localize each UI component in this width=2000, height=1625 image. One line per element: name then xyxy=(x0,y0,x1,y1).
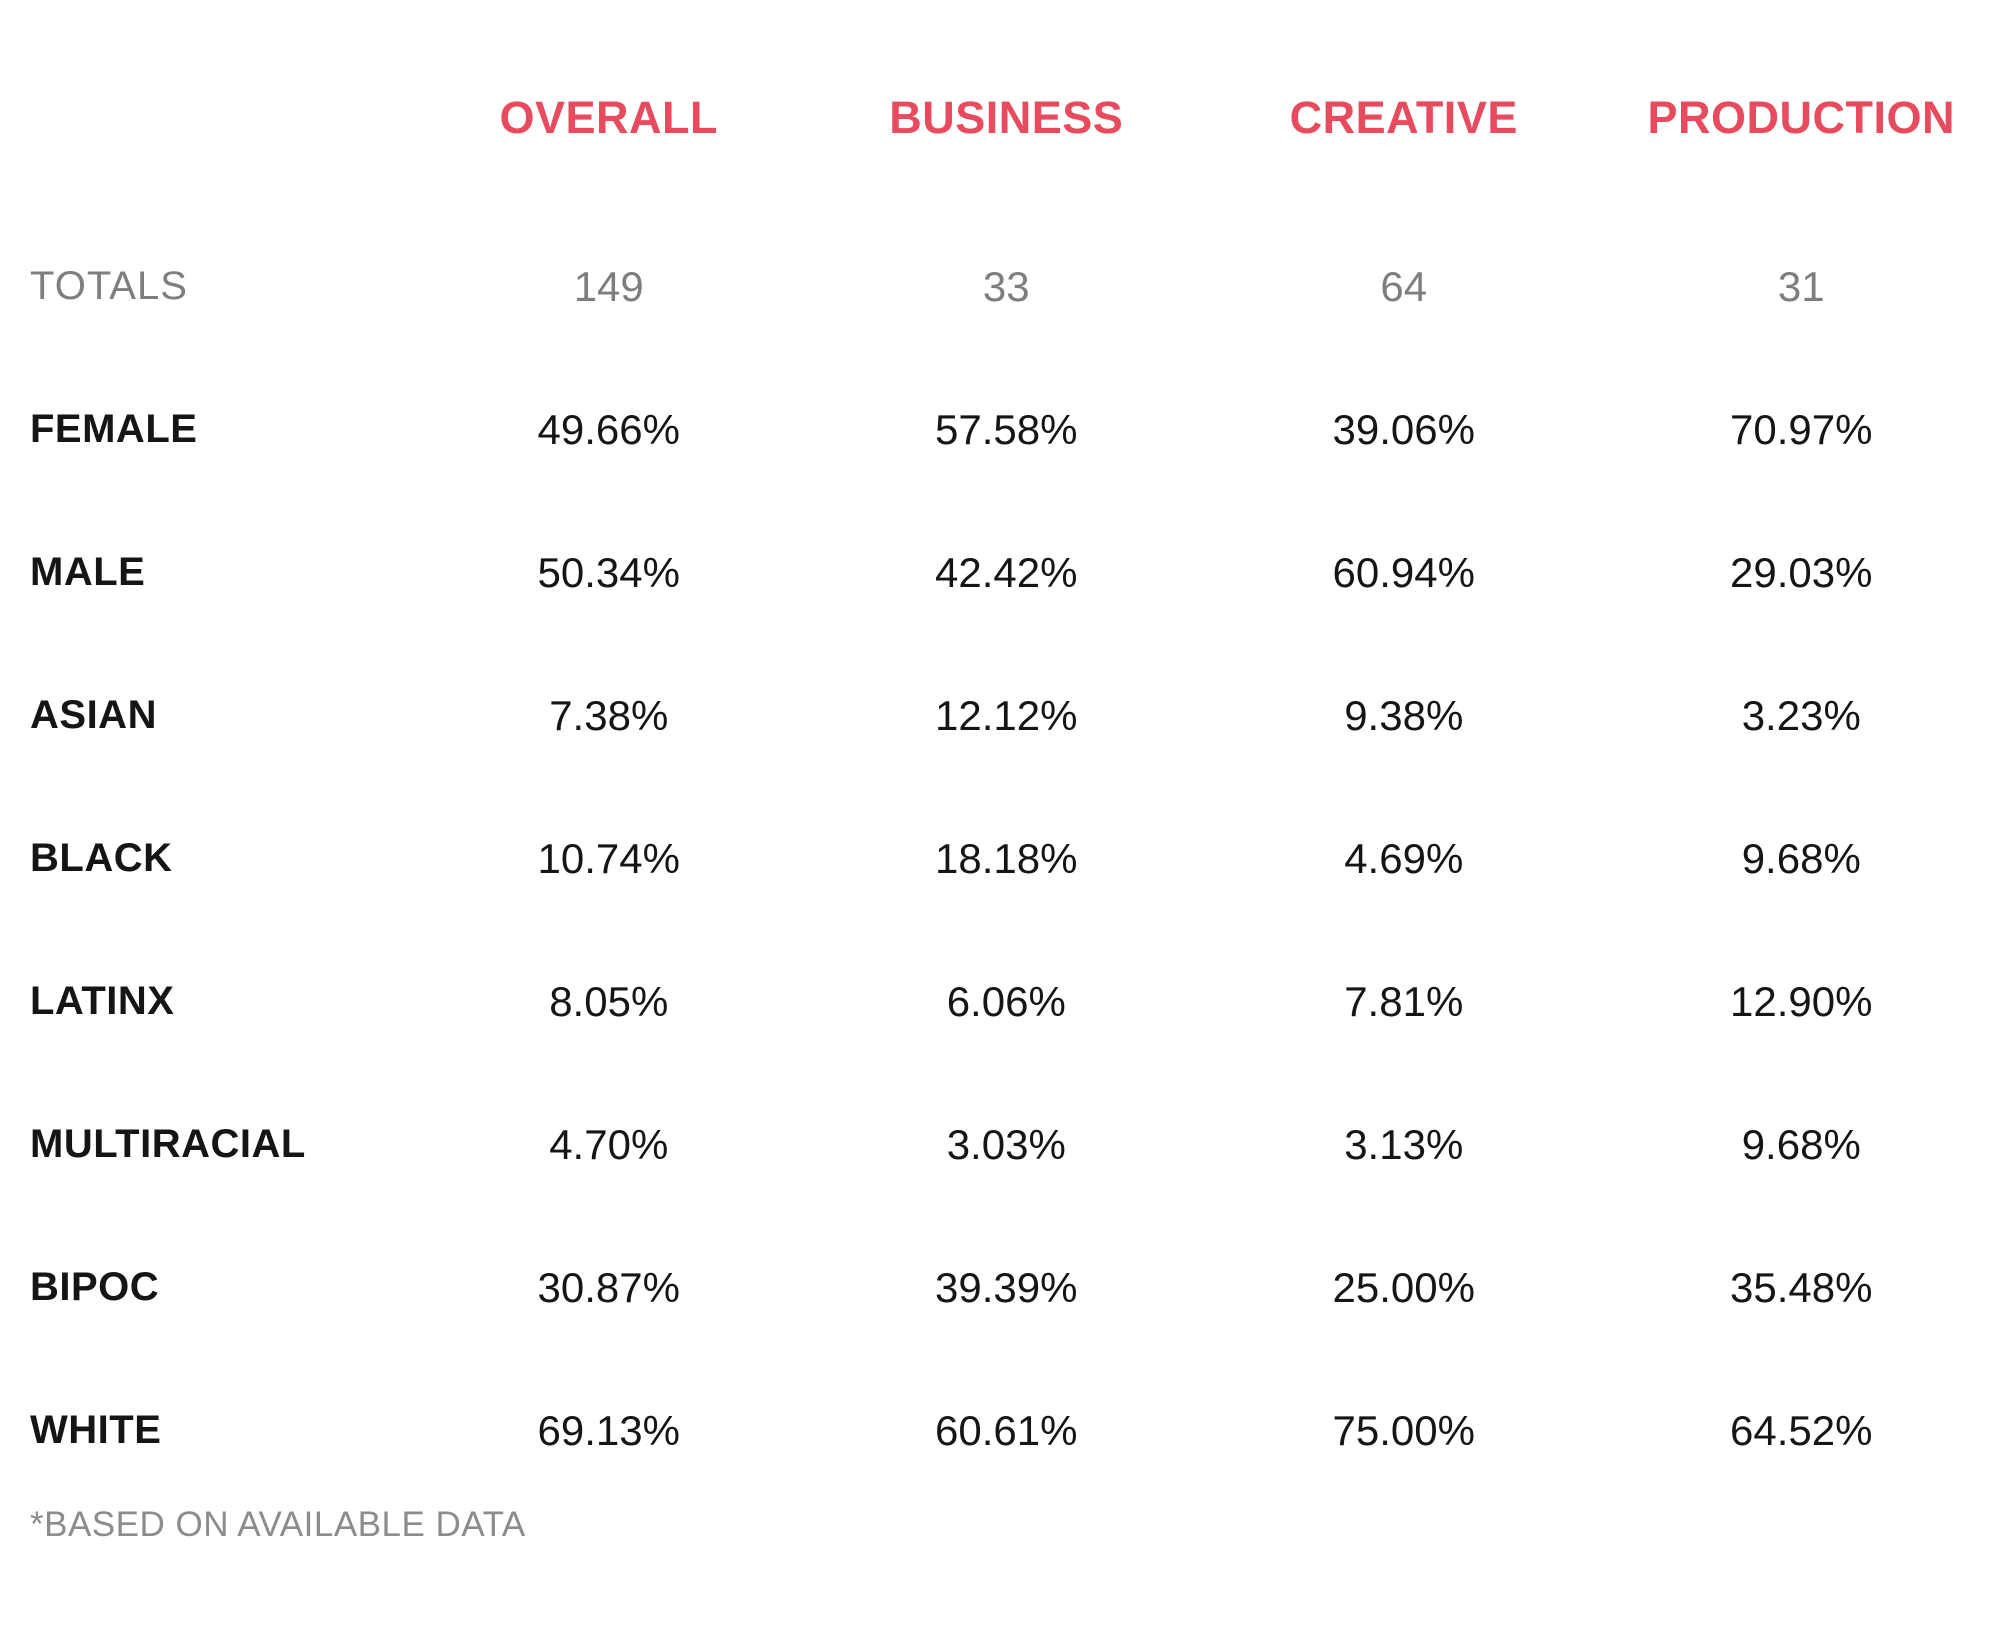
table-body: TOTALS 149 33 64 31 FEMALE 49.66% 57.58%… xyxy=(0,215,2000,1502)
table-cell: 3.03% xyxy=(946,1120,1066,1168)
table-header-row: OVERALL BUSINESS CREATIVE PRODUCTION xyxy=(0,90,2000,146)
row-label: ASIAN xyxy=(30,693,157,737)
table-row-bipoc: BIPOC 30.87% 39.39% 25.00% 35.48% xyxy=(0,1216,2000,1359)
table-cell: 3.13% xyxy=(1344,1120,1464,1168)
table-cell: 57.58% xyxy=(935,405,1078,453)
table-cell: 35.48% xyxy=(1730,1263,1873,1311)
table-row-multiracial: MULTIRACIAL 4.70% 3.03% 3.13% 9.68% xyxy=(0,1073,2000,1216)
row-label: WHITE xyxy=(30,1408,162,1452)
column-header-production: PRODUCTION xyxy=(1647,92,1955,143)
table-row-black: BLACK 10.74% 18.18% 4.69% 9.68% xyxy=(0,787,2000,930)
table-cell: 7.81% xyxy=(1344,977,1464,1025)
row-label: MALE xyxy=(30,550,146,594)
table-cell: 12.12% xyxy=(935,691,1078,739)
table-row-male: MALE 50.34% 42.42% 60.94% 29.03% xyxy=(0,501,2000,644)
table-cell: 29.03% xyxy=(1730,548,1873,596)
column-header-overall: OVERALL xyxy=(499,92,718,143)
table-cell: 42.42% xyxy=(935,548,1078,596)
table-cell: 8.05% xyxy=(549,977,669,1025)
row-label: TOTALS xyxy=(30,264,188,308)
table-row-female: FEMALE 49.66% 57.58% 39.06% 70.97% xyxy=(0,358,2000,501)
row-label: BLACK xyxy=(30,836,173,880)
table-cell: 31 xyxy=(1777,262,1825,310)
table-row-asian: ASIAN 7.38% 12.12% 9.38% 3.23% xyxy=(0,644,2000,787)
table-cell: 60.94% xyxy=(1332,548,1475,596)
table-cell: 4.69% xyxy=(1344,834,1464,882)
table-cell: 6.06% xyxy=(946,977,1066,1025)
table-cell: 9.68% xyxy=(1741,834,1861,882)
table-cell: 4.70% xyxy=(549,1120,669,1168)
table-cell: 49.66% xyxy=(537,405,680,453)
table-cell: 75.00% xyxy=(1332,1406,1475,1454)
table-cell: 60.61% xyxy=(935,1406,1078,1454)
table-cell: 10.74% xyxy=(537,834,680,882)
row-label: MULTIRACIAL xyxy=(30,1122,306,1166)
table-cell: 3.23% xyxy=(1741,691,1861,739)
table-cell: 30.87% xyxy=(537,1263,680,1311)
table-cell: 70.97% xyxy=(1730,405,1873,453)
column-header-creative: CREATIVE xyxy=(1289,92,1518,143)
table-cell: 39.39% xyxy=(935,1263,1078,1311)
table-cell: 149 xyxy=(573,262,644,310)
table-row-white: WHITE 69.13% 60.61% 75.00% 64.52% xyxy=(0,1359,2000,1502)
table-row-latinx: LATINX 8.05% 6.06% 7.81% 12.90% xyxy=(0,930,2000,1073)
table-cell: 50.34% xyxy=(537,548,680,596)
table-cell: 33 xyxy=(982,262,1030,310)
table-cell: 9.68% xyxy=(1741,1120,1861,1168)
table-cell: 64.52% xyxy=(1730,1406,1873,1454)
table-cell: 69.13% xyxy=(537,1406,680,1454)
table-cell: 39.06% xyxy=(1332,405,1475,453)
row-label: BIPOC xyxy=(30,1265,160,1309)
table-cell: 7.38% xyxy=(549,691,669,739)
row-label: LATINX xyxy=(30,979,175,1023)
table-row-totals: TOTALS 149 33 64 31 xyxy=(0,215,2000,358)
table-cell: 18.18% xyxy=(935,834,1078,882)
footnote: *BASED ON AVAILABLE DATA xyxy=(30,1504,526,1544)
table-cell: 25.00% xyxy=(1332,1263,1475,1311)
table-cell: 9.38% xyxy=(1344,691,1464,739)
column-header-business: BUSINESS xyxy=(889,92,1124,143)
row-label: FEMALE xyxy=(30,407,198,451)
table-cell: 12.90% xyxy=(1730,977,1873,1025)
table-cell: 64 xyxy=(1380,262,1428,310)
